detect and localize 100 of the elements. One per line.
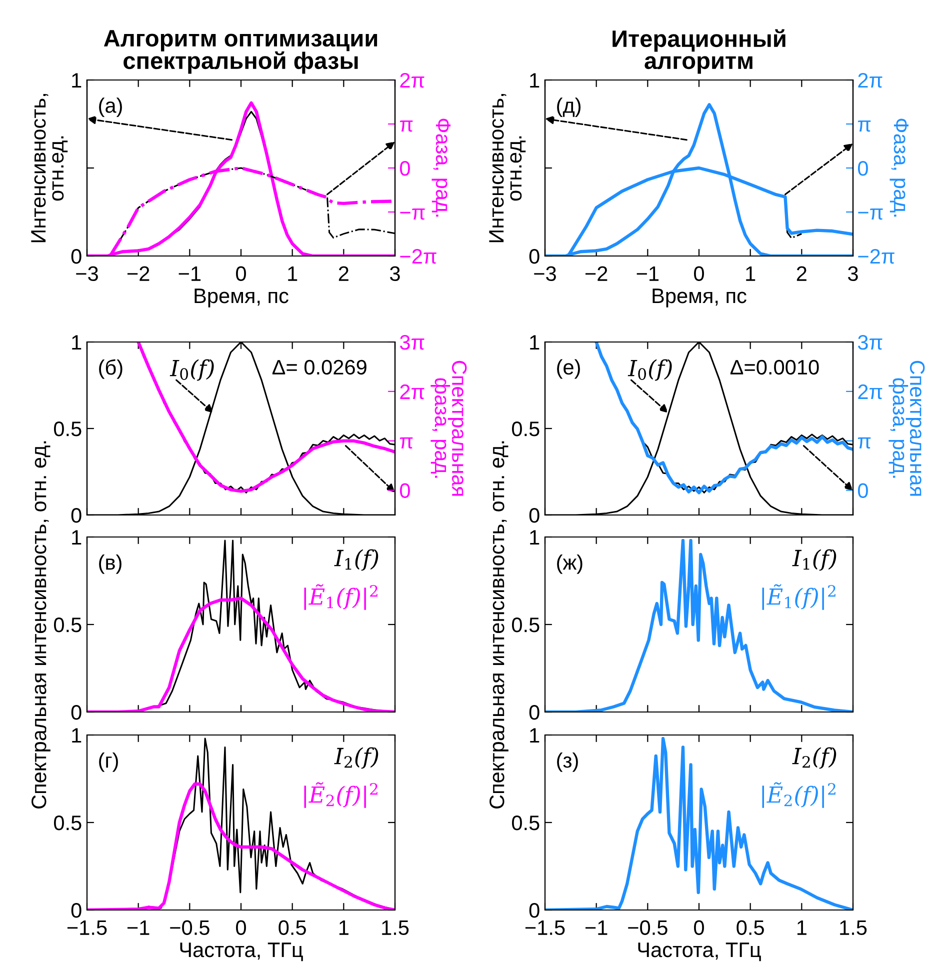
x-tick-label: 1	[797, 920, 806, 935]
series-label: |Ẽ$_{1}$(f)|$^{2}$	[304, 584, 378, 610]
y2-tick-label: −π	[858, 208, 883, 220]
y-tick-label: 0	[71, 903, 82, 918]
y-tick-label: 0	[529, 508, 540, 523]
y-tick-label: 1	[72, 73, 82, 88]
x-tick-label: −1	[178, 266, 201, 281]
x-tick-label: 0	[236, 920, 246, 936]
y-tick-label: 0	[71, 705, 82, 720]
x-axis-title: Время, пс	[652, 288, 746, 308]
y2-tick-label: 2π	[858, 73, 882, 88]
x-tick-label: −3	[76, 266, 98, 282]
y2-axis-title: Спектральная фаза, рад.	[888, 360, 925, 496]
annotation: Δ= 0.0269	[272, 360, 366, 375]
y2-tick-label: 0	[858, 483, 868, 498]
y2-axis-title: Фаза, рад.	[432, 118, 450, 217]
legend-label: I$_{2}$(f)	[334, 747, 378, 769]
y-tick-label: 0.5	[54, 816, 82, 830]
annotation: (а)	[99, 98, 122, 118]
annotation: (д)	[557, 98, 581, 118]
legend-label: I$_{1}$(f)	[334, 549, 378, 571]
x-tick-label: −1	[636, 266, 659, 281]
y2-tick-label: 0	[400, 483, 410, 498]
x-tick-label: 0	[694, 266, 704, 282]
x-tick-label: 3	[390, 266, 400, 282]
y-axis-title: Спектральная интенсивность, отн. ед.	[490, 441, 508, 808]
y-tick-label: 1	[530, 73, 540, 88]
annotation: (б)	[99, 359, 122, 379]
y2-tick-label: 3π	[400, 335, 424, 350]
y-tick-label: 0	[529, 705, 540, 720]
x-tick-label: −2	[127, 266, 150, 281]
y-tick-label: 0.5	[512, 816, 540, 830]
y-tick-label: 0	[71, 508, 82, 523]
x-tick-label: −3	[534, 266, 556, 282]
y-tick-label: 0.5	[54, 422, 82, 436]
y-tick-label: 0	[529, 903, 540, 918]
x-tick-label: −2	[585, 266, 608, 281]
y2-tick-label: −π	[400, 208, 425, 220]
series-label: |Ẽ$_{1}$(f)|$^{2}$	[762, 584, 836, 610]
x-tick-label: −1.5	[525, 920, 565, 936]
annotation: (з)	[557, 752, 578, 772]
x-tick-label: 0.5	[736, 920, 764, 936]
x-tick-label: −1	[585, 920, 608, 935]
y-tick-label: 1	[72, 530, 82, 545]
y-tick-label: 1	[530, 728, 540, 743]
annotation: (г)	[99, 752, 118, 772]
annotation: Δ=0.0010	[730, 360, 819, 375]
annotation: I$_{1}$(f)	[792, 549, 836, 571]
chart-title: Алгоритм оптимизации спектральной фазы	[104, 30, 378, 74]
y2-tick-label: 2π	[400, 384, 424, 400]
y-axis-title: Интенсивность, отн.ед.	[31, 94, 68, 242]
x-tick-label: −1	[127, 920, 150, 935]
annotation: (е)	[557, 359, 580, 379]
y2-tick-label: π	[400, 120, 413, 132]
x-tick-label: −1.5	[67, 920, 107, 936]
x-tick-label: 0	[694, 920, 704, 936]
x-tick-label: 1	[746, 266, 756, 281]
annotation: I$_{2}$(f)	[792, 747, 836, 769]
y2-axis-title: Спектральная фаза, рад.	[430, 360, 467, 496]
x-axis-title: Частота, ТГц	[638, 942, 761, 962]
y-axis-title: Интенсивность, отн.ед.	[489, 94, 526, 242]
x-tick-label: 1.5	[840, 920, 867, 936]
y2-tick-label: −2π	[858, 249, 894, 264]
y-tick-label: 1	[72, 335, 82, 350]
x-tick-label: −0.5	[628, 920, 668, 936]
annotation: (ж)	[557, 554, 582, 574]
y-tick-label: 0.5	[512, 618, 540, 632]
legend-label: I$_{0}$(f)	[170, 359, 214, 381]
x-axis-title: Время, пс	[194, 288, 288, 308]
series-label: |Ẽ$_{2}$(f)|$^{2}$	[762, 782, 836, 808]
y-axis-title: Спектральная интенсивность, отн. ед.	[32, 441, 50, 808]
y2-tick-label: −2π	[400, 249, 436, 264]
x-tick-label: 2	[338, 266, 348, 281]
y-tick-label: 0	[529, 249, 540, 264]
text: |Ẽ$_{2}$(f)|$^{2}$	[304, 782, 378, 808]
x-axis-title: Частота, ТГц	[180, 942, 303, 962]
y2-tick-label: 0	[400, 161, 410, 176]
y2-tick-label: π	[858, 437, 871, 449]
y2-tick-label: 3π	[858, 335, 882, 350]
y-tick-label: 1	[530, 335, 540, 350]
y2-axis-title: Фаза, рад.	[890, 118, 908, 217]
y2-tick-label: π	[400, 437, 413, 449]
x-tick-label: 1	[288, 266, 298, 281]
x-tick-label: 0	[236, 266, 246, 282]
x-tick-label: 2	[796, 266, 806, 281]
y2-tick-label: 0	[858, 161, 868, 176]
x-tick-label: 3	[848, 266, 858, 282]
annotation: (в)	[99, 554, 122, 574]
y-tick-label: 1	[72, 728, 82, 743]
x-tick-label: −0.5	[170, 920, 210, 936]
y-tick-label: 0.5	[512, 422, 540, 436]
x-tick-label: 1.5	[382, 920, 409, 936]
chart-title: Итерационный алгоритм	[612, 29, 786, 74]
y-tick-label: 1	[530, 530, 540, 545]
legend-label: I$_{0}$(f)	[628, 359, 672, 381]
x-tick-label: 1	[339, 920, 348, 935]
x-tick-label: 0.5	[278, 920, 306, 936]
y-tick-label: 0.5	[54, 618, 82, 632]
y2-tick-label: 2π	[400, 73, 424, 88]
y2-tick-label: 2π	[858, 384, 882, 400]
